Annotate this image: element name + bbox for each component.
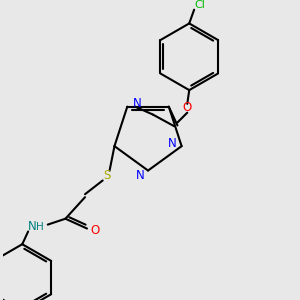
Text: N: N	[136, 169, 145, 182]
Text: O: O	[90, 224, 100, 237]
Text: S: S	[103, 169, 110, 182]
Text: O: O	[183, 101, 192, 114]
Text: N: N	[167, 137, 176, 150]
Text: N: N	[133, 97, 142, 110]
Text: N: N	[28, 220, 36, 233]
Text: H: H	[36, 222, 44, 232]
Text: Cl: Cl	[195, 0, 206, 10]
